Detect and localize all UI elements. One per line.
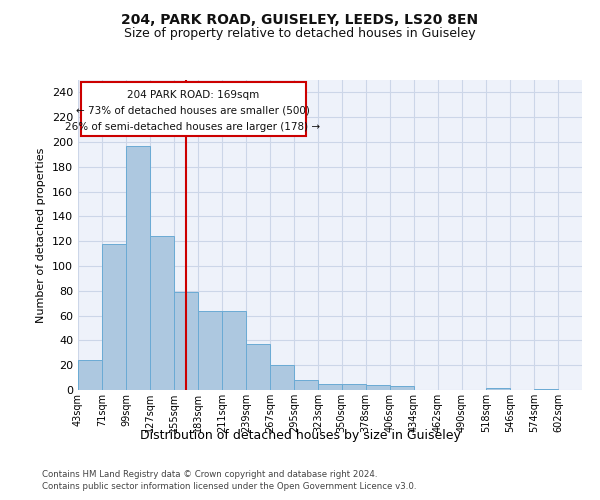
Bar [341,384,365,390]
Text: 26% of semi-detached houses are larger (178) →: 26% of semi-detached houses are larger (… [65,122,320,132]
Text: 204 PARK ROAD: 169sqm: 204 PARK ROAD: 169sqm [127,90,259,101]
Bar [246,344,271,390]
Text: ← 73% of detached houses are smaller (500): ← 73% of detached houses are smaller (50… [76,106,310,116]
Text: 204, PARK ROAD, GUISELEY, LEEDS, LS20 8EN: 204, PARK ROAD, GUISELEY, LEEDS, LS20 8E… [121,12,479,26]
Text: Distribution of detached houses by size in Guiseley: Distribution of detached houses by size … [140,428,460,442]
Text: Contains public sector information licensed under the Open Government Licence v3: Contains public sector information licen… [42,482,416,491]
Text: Size of property relative to detached houses in Guiseley: Size of property relative to detached ho… [124,28,476,40]
Bar [222,310,246,390]
Bar [174,292,198,390]
Bar [78,360,102,390]
Bar [365,385,389,390]
Bar [126,146,150,390]
Bar [102,244,126,390]
Y-axis label: Number of detached properties: Number of detached properties [37,148,46,322]
Bar [534,389,558,390]
FancyBboxPatch shape [80,82,305,136]
Bar [295,380,319,390]
Bar [319,384,343,390]
Bar [150,236,174,390]
Text: Contains HM Land Registry data © Crown copyright and database right 2024.: Contains HM Land Registry data © Crown c… [42,470,377,479]
Bar [271,365,295,390]
Bar [198,310,222,390]
Bar [486,388,510,390]
Bar [389,386,414,390]
